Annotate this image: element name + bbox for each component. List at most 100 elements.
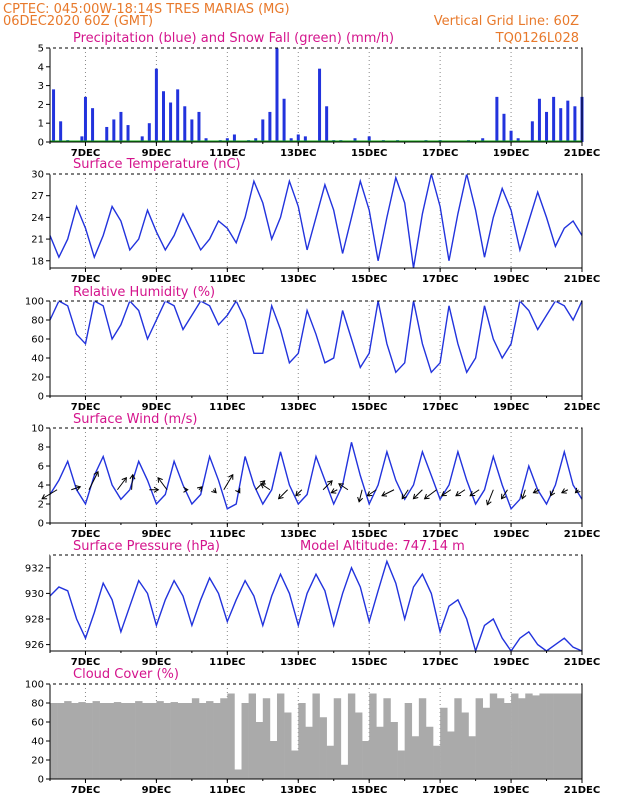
precip-bar <box>112 119 116 142</box>
precip-bar <box>353 138 357 142</box>
cloud-bar <box>525 693 533 779</box>
precip-bar <box>161 91 165 142</box>
cloud-bar <box>553 693 562 779</box>
y-tick-label: 2 <box>38 100 44 111</box>
wind-arrow-shaft <box>71 486 81 491</box>
x-tick-label: 15DEC <box>351 402 387 413</box>
series-line <box>49 559 583 654</box>
wind-arrow-shaft <box>157 477 168 491</box>
precip-bar <box>296 134 300 142</box>
cloud-bar <box>220 698 228 779</box>
y-tick-label: 4 <box>38 62 44 73</box>
x-tick-label: 15DEC <box>351 148 387 159</box>
x-tick-label: 7DEC <box>71 785 100 796</box>
x-tick-label: 17DEC <box>422 148 458 159</box>
precip-bar <box>254 138 258 142</box>
cloud-bar <box>191 698 200 779</box>
cloud-bar <box>149 703 157 779</box>
wind-arrow-shaft <box>131 474 134 490</box>
cloud-bar <box>383 698 391 779</box>
y-tick-label: 3 <box>38 81 44 92</box>
cloud-bar <box>92 701 100 779</box>
cloud-bar <box>227 693 235 779</box>
x-tick-label: 19DEC <box>493 274 529 285</box>
precip-bar <box>367 136 371 142</box>
wind-arrow-shaft <box>533 489 540 494</box>
wind-arrow-shaft <box>469 489 480 497</box>
header-vertical-grid: Vertical Grid Line: 60Z <box>434 14 579 29</box>
x-tick-label: 11DEC <box>209 148 245 159</box>
cloud-bar <box>546 693 554 779</box>
precip-bar <box>105 126 109 142</box>
y-tick-label: 100 <box>25 297 44 308</box>
precip-bar <box>303 136 307 142</box>
wind-arrow-shaft <box>561 489 569 494</box>
precip-bar <box>80 136 84 142</box>
wind-arrow-head <box>153 486 160 493</box>
wind-arrow-head <box>532 488 539 494</box>
header-model-code: TQ0126L028 <box>495 31 579 46</box>
cloud-bar <box>99 703 108 779</box>
wind-arrow-head <box>327 480 333 486</box>
series-line <box>49 442 583 511</box>
wind-arrow-head <box>330 488 337 494</box>
x-tick-label: 19DEC <box>493 148 529 159</box>
cloud-bar <box>418 698 427 779</box>
y-tick-label: 20 <box>31 756 44 767</box>
y-tick-label: 8 <box>38 443 44 454</box>
precip-bar <box>232 134 236 142</box>
y-tick-label: 40 <box>31 737 44 748</box>
x-tick-label: 7DEC <box>71 148 100 159</box>
precip-bar <box>545 111 549 142</box>
panel-title: Precipitation (blue) and Snow Fall (gree… <box>73 31 394 46</box>
cloud-bar <box>71 703 79 779</box>
header-location: CPTEC: 045:00W-18:14S TRES MARIAS (MG) <box>3 2 290 17</box>
cloud-bar <box>482 707 491 779</box>
cloud-bar <box>269 741 278 779</box>
wind-arrow-head <box>357 496 363 503</box>
wind-arrow-shaft <box>455 489 466 497</box>
y-tick-label: 1 <box>38 119 44 130</box>
y-tick-label: 24 <box>31 213 44 224</box>
cloud-bar <box>284 712 292 779</box>
precip-bar <box>275 48 279 142</box>
wind-arrow-head <box>486 499 492 506</box>
precip-bar <box>59 121 63 142</box>
y-tick-label: 30 <box>31 170 44 181</box>
wind-arrow-head <box>235 487 241 494</box>
precip-bar <box>154 68 158 142</box>
wind-arrow-shaft <box>413 489 423 500</box>
y-tick-label: 5 <box>38 44 44 55</box>
precip-bar <box>147 123 151 142</box>
series-line <box>49 173 583 269</box>
x-tick-label: 13DEC <box>280 657 316 668</box>
wind-arrow-head <box>412 493 419 500</box>
cloud-bar <box>390 722 398 779</box>
x-tick-label: 15DEC <box>351 274 387 285</box>
cloud-bar <box>404 703 413 779</box>
wind-arrow-shaft <box>223 474 234 491</box>
cloud-bar <box>312 693 320 779</box>
cloud-bar <box>170 702 178 779</box>
precip-bar <box>318 68 322 142</box>
cloud-bar <box>362 741 370 779</box>
y-tick-label: 6 <box>38 462 44 473</box>
precip-bar <box>537 98 541 142</box>
y-tick-label: 928 <box>25 615 44 626</box>
y-tick-label: 21 <box>31 235 44 246</box>
y-tick-label: 40 <box>31 354 44 365</box>
precip-bar <box>552 96 556 142</box>
wind-arrow-shaft <box>367 489 377 497</box>
precip-bar <box>261 119 265 142</box>
panel-title: Surface Temperature (nC) <box>73 157 241 172</box>
panel-frame <box>49 300 583 397</box>
x-tick-label: 9DEC <box>142 529 171 540</box>
cloud-bar <box>397 750 405 779</box>
x-tick-label: 11DEC <box>209 529 245 540</box>
wind-arrow-head <box>157 476 163 483</box>
cloud-bar <box>156 701 164 779</box>
precip-bar <box>559 108 563 142</box>
x-tick-label: 21DEC <box>564 402 600 413</box>
panel-0: Precipitation (blue) and Snow Fall (gree… <box>38 31 601 159</box>
cloud-bar <box>376 726 384 779</box>
